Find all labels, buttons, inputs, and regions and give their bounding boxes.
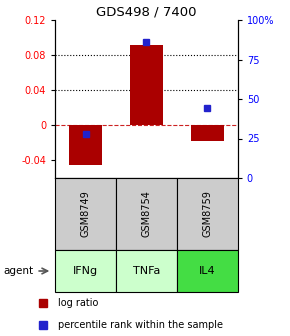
Text: IFNg: IFNg (73, 266, 98, 276)
Text: TNFa: TNFa (133, 266, 160, 276)
Bar (191, 125, 224, 141)
Text: GSM8749: GSM8749 (81, 191, 90, 237)
Title: GDS498 / 7400: GDS498 / 7400 (96, 6, 197, 19)
Bar (55, 250, 116, 292)
Bar (177, 178, 238, 250)
Text: IL4: IL4 (199, 266, 216, 276)
Text: GSM8759: GSM8759 (202, 191, 212, 238)
Bar (116, 250, 177, 292)
Bar (69, 125, 102, 165)
Text: log ratio: log ratio (57, 298, 98, 308)
Bar (177, 250, 238, 292)
Bar (116, 178, 177, 250)
Bar (55, 178, 116, 250)
Bar (130, 45, 163, 125)
Text: agent: agent (3, 266, 33, 276)
Text: GSM8754: GSM8754 (142, 191, 151, 238)
Text: percentile rank within the sample: percentile rank within the sample (57, 320, 222, 330)
